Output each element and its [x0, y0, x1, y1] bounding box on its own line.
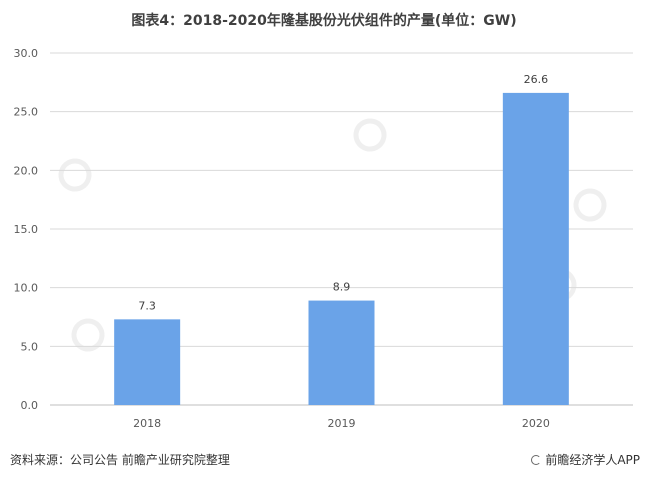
- bar: [114, 319, 181, 405]
- brand-mark: 前瞻经济学人APP: [531, 451, 640, 468]
- watermark-logo: [573, 188, 607, 222]
- y-tick-label: 30.0: [14, 47, 39, 60]
- watermark-logo: [353, 118, 387, 152]
- watermark-logo: [58, 158, 92, 192]
- data-labels: 7.3 8.9 26.6: [138, 73, 548, 312]
- brand-text: 前瞻经济学人APP: [545, 453, 640, 467]
- watermark-circle: [573, 188, 607, 222]
- watermark-circle: [353, 118, 387, 152]
- brand-logo-icon: [531, 454, 542, 465]
- bars: [114, 92, 569, 405]
- bar: [502, 92, 569, 405]
- watermark-circle: [58, 158, 92, 192]
- x-tick-label: 2019: [328, 417, 356, 430]
- y-axis-ticks: 0.0 5.0 10.0 15.0 20.0 25.0 30.0: [14, 47, 39, 412]
- watermark-circle: [71, 318, 105, 352]
- y-tick-label: 15.0: [14, 223, 39, 236]
- x-axis-ticks: 2018 2019 2020: [133, 417, 550, 430]
- x-tick-label: 2020: [522, 417, 550, 430]
- bar: [308, 300, 375, 405]
- y-tick-label: 20.0: [14, 164, 39, 177]
- source-note: 资料来源：公司公告 前瞻产业研究院整理: [10, 453, 230, 467]
- data-label: 26.6: [524, 73, 549, 86]
- y-tick-label: 25.0: [14, 106, 39, 119]
- watermark-layer: [58, 118, 607, 352]
- data-label: 8.9: [333, 281, 351, 294]
- y-tick-label: 0.0: [21, 399, 39, 412]
- y-tick-label: 10.0: [14, 282, 39, 295]
- x-tick-label: 2018: [133, 417, 161, 430]
- y-tick-label: 5.0: [21, 340, 39, 353]
- data-label: 7.3: [138, 299, 156, 312]
- chart-title: 图表4：2018-2020年隆基股份光伏组件的产量(单位：GW): [131, 13, 517, 29]
- watermark-logo: [71, 318, 105, 352]
